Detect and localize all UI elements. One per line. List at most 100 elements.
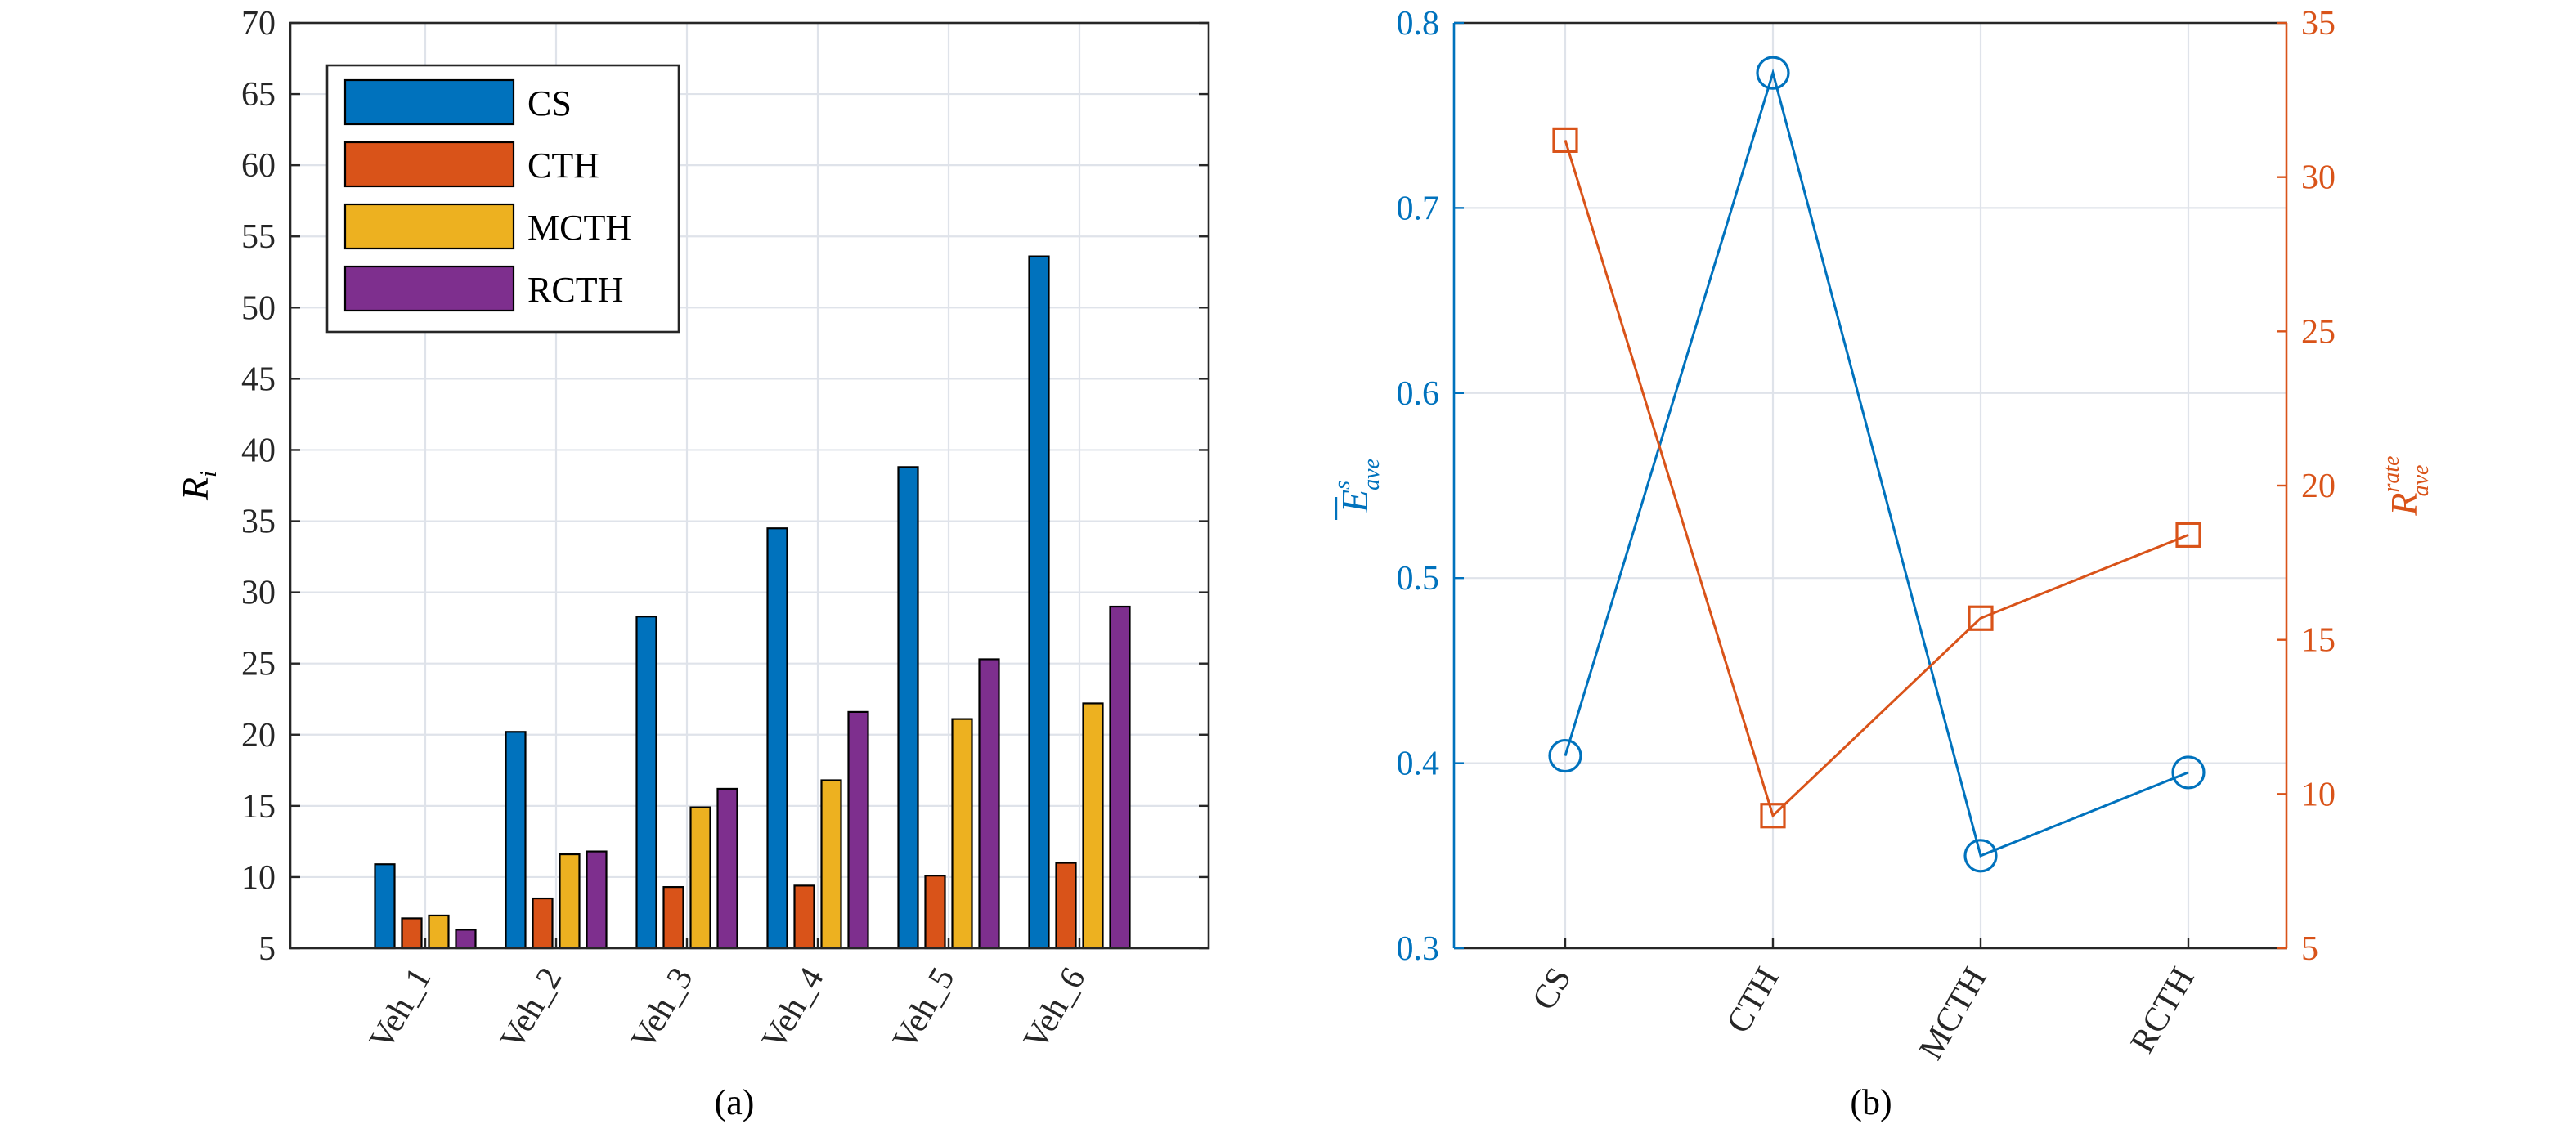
chart-a-y-tick-label: 25 — [241, 646, 276, 683]
chart-b-x-tick-label: CS — [1525, 961, 1579, 1016]
chart-b-series-line-right — [1564, 139, 2189, 818]
chart-a-x-tick-label: Veh_2 — [493, 961, 570, 1056]
chart-a-x-ticks: Veh_1 Veh_2 Veh_3 Veh_4 Veh_5 Veh_6 — [362, 938, 1093, 1056]
chart-a-legend-label: RCTH — [527, 270, 623, 310]
chart-a-x-tick-label: Veh_6 — [1016, 961, 1093, 1056]
chart-a-bar — [586, 850, 608, 950]
chart-a-legend-label: CS — [527, 83, 572, 123]
chart-b-square-marker — [1552, 127, 1578, 153]
chart-a-bar — [793, 884, 815, 950]
chart-b-x-ticks: CS CTH MCTH RCTH — [1525, 938, 2202, 1066]
chart-b-left-y-tick-label: 0.6 — [1397, 375, 1440, 413]
chart-a-y-tick-label: 55 — [241, 218, 276, 256]
chart-b-left-y-axis-label-text: Es ave — [1330, 459, 1384, 513]
chart-a-bar — [897, 466, 919, 950]
chart-a-bar — [766, 527, 788, 950]
chart-a-y-tick-label: 65 — [241, 76, 276, 114]
chart-b-right-y-tick-label: 15 — [2301, 622, 2336, 660]
chart-b-right-y-axis-label-main: R — [2383, 493, 2425, 517]
chart-b-series-line-left — [1564, 68, 2189, 858]
chart-b-circle-marker — [1756, 56, 1790, 90]
chart-a-y-tick-label: 35 — [241, 504, 276, 541]
chart-a-y-axis-label-sub: i — [196, 471, 222, 477]
chart-a-bar — [924, 875, 946, 950]
chart-b-square-marker — [1968, 605, 1994, 631]
chart-a-bar — [662, 886, 684, 950]
chart-b-x-tick-label: CTH — [1720, 961, 1787, 1040]
chart-b-right-y-tick-label: 30 — [2301, 159, 2336, 197]
chart-a-bar — [1082, 702, 1104, 950]
chart-a-y-axis-label-main: R — [174, 477, 216, 501]
chart-a-bars — [374, 255, 1131, 950]
chart-b-left-y-ticks: 0.3 0.4 0.5 0.6 0.7 0.8 — [1397, 5, 1464, 968]
chart-a-bar — [689, 806, 711, 950]
chart-a-legend-label: MCTH — [527, 208, 631, 248]
chart-a-bar — [1028, 255, 1050, 950]
chart-a-bar — [1109, 605, 1131, 950]
chart-a-bar — [978, 658, 1000, 950]
chart-a-legend-label: CTH — [527, 146, 599, 186]
chart-a-y-tick-label: 30 — [241, 575, 276, 612]
chart-a-bar — [951, 718, 973, 950]
chart-b-caption: (b) — [1850, 1082, 1892, 1122]
chart-a-y-tick-label: 45 — [241, 360, 276, 398]
chart-a-y-tick-label: 60 — [241, 147, 276, 185]
chart-b: 0.3 0.4 0.5 0.6 0.7 0.8 5 10 15 20 25 30 35 CS CTH MC… — [1330, 5, 2434, 1122]
chart-a-bar — [374, 863, 396, 950]
chart-b-x-tick-label: MCTH — [1912, 961, 1995, 1066]
chart-b-square-marker — [1760, 803, 1786, 829]
chart-b-right-y-tick-label: 20 — [2301, 468, 2336, 505]
chart-b-right-y-axis-label-sub: ave — [2408, 465, 2434, 497]
chart-a-y-tick-label: 10 — [241, 859, 276, 897]
chart-b-circle-marker — [2171, 755, 2206, 790]
chart-a-x-tick-label: Veh_5 — [886, 961, 963, 1056]
chart-a-x-tick-label: Veh_4 — [755, 961, 832, 1056]
chart-a-bar — [716, 787, 738, 950]
chart-b-circle-marker — [1963, 839, 1998, 873]
chart-b-axes — [1452, 21, 2288, 950]
chart-a-y-tick-label: 20 — [241, 717, 276, 755]
chart-a-legend-swatch — [343, 141, 515, 188]
chart-b-right-y-ticks: 5 10 15 20 25 30 35 — [2277, 5, 2336, 968]
chart-a-bar — [401, 917, 423, 950]
chart-b-left-y-tick-label: 0.5 — [1397, 560, 1440, 598]
chart-b-grid — [1454, 23, 2287, 948]
chart-a-legend: CS CTH MCTH RCTH — [325, 64, 680, 334]
chart-b-right-y-axis-label-text: Rrate ave — [2379, 455, 2434, 516]
chart-a-legend-swatch — [343, 203, 515, 250]
chart-b-left-y-axis-label-sup: s — [1330, 481, 1355, 490]
chart-a-y-tick-label: 70 — [241, 5, 276, 43]
chart-b-left-y-axis-label-main: E — [1334, 490, 1376, 513]
chart-a-legend-swatch — [343, 265, 515, 312]
chart-a-y-tick-label: 15 — [241, 788, 276, 826]
chart-a-caption: (a) — [715, 1082, 755, 1122]
chart-b-left-y-tick-label: 0.3 — [1397, 930, 1440, 968]
chart-b-right-y-tick-label: 5 — [2301, 930, 2318, 968]
chart-a-bar — [428, 914, 450, 950]
chart-b-left-y-axis-label-sub: ave — [1359, 459, 1384, 490]
chart-b-left-y-axis-label: Es ave — [1330, 459, 1384, 520]
chart-a-bar — [532, 897, 554, 950]
chart-a-bar — [455, 929, 477, 950]
chart-b-x-tick-label: RCTH — [2124, 961, 2202, 1059]
chart-b-circle-marker — [1548, 738, 1582, 773]
chart-a-bar — [559, 853, 581, 950]
chart-a-bar — [635, 616, 657, 950]
chart-a-y-ticks: 5 10 15 20 25 30 35 40 45 50 55 60 65 70 — [241, 5, 1209, 968]
chart-b-right-y-tick-label: 25 — [2301, 313, 2336, 351]
chart-a-bar — [847, 710, 869, 950]
chart-b-right-y-tick-label: 35 — [2301, 5, 2336, 43]
chart-b-left-y-tick-label: 0.4 — [1397, 746, 1440, 783]
chart-b-right-y-axis-label: Rrate ave — [2379, 455, 2434, 516]
chart-a-bar — [820, 779, 842, 950]
chart-b-right-y-axis-label-sup: rate — [2379, 455, 2404, 492]
chart-b-left-y-tick-label: 0.7 — [1397, 190, 1440, 227]
chart-a-axes-frame — [289, 21, 1210, 950]
chart-a-bar — [1055, 862, 1077, 950]
chart-a-y-axis-label: Ri — [174, 471, 222, 501]
chart-a-y-tick-label: 40 — [241, 432, 276, 469]
chart-a-y-tick-label: 50 — [241, 289, 276, 327]
chart-b-series — [1548, 56, 2206, 873]
chart-a-x-tick-label: Veh_1 — [362, 961, 439, 1056]
